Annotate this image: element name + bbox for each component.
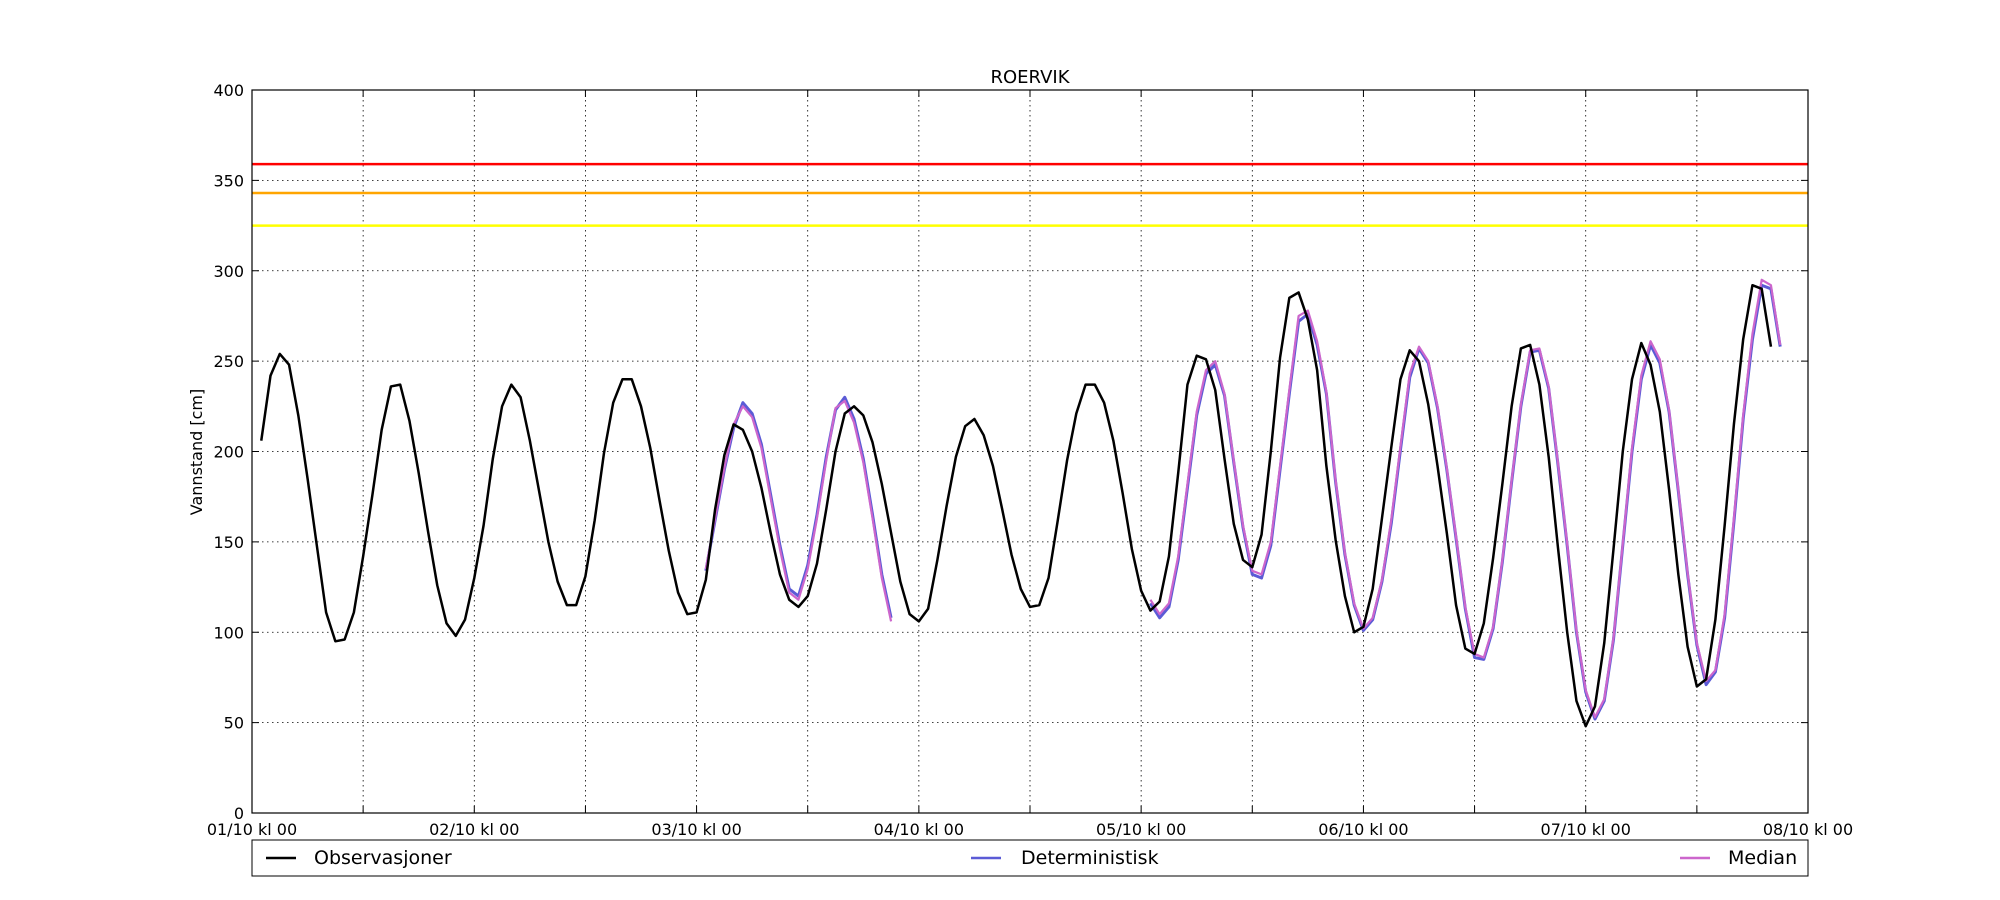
x-tick-label: 06/10 kl 00 bbox=[1318, 820, 1408, 839]
y-tick-label: 50 bbox=[224, 714, 244, 733]
grid-lines bbox=[252, 90, 1808, 813]
series-line-median bbox=[704, 278, 1782, 719]
x-tick-label: 03/10 kl 00 bbox=[651, 820, 741, 839]
x-tick-label: 08/10 kl 00 bbox=[1763, 820, 1853, 839]
x-tick-label: 01/10 kl 00 bbox=[207, 820, 297, 839]
y-tick-label: 400 bbox=[213, 81, 244, 100]
y-tick-label: 200 bbox=[213, 443, 244, 462]
threshold-lines bbox=[252, 162, 1808, 227]
series-lines bbox=[260, 278, 1782, 728]
chart-title: ROERVIK bbox=[991, 67, 1071, 88]
y-tick-label: 300 bbox=[213, 262, 244, 281]
y-axis-label: Vannstand [cm] bbox=[187, 389, 206, 515]
y-tick-label: 100 bbox=[213, 623, 244, 642]
y-tick-label: 250 bbox=[213, 352, 244, 371]
series-line-observasjoner bbox=[260, 283, 1773, 728]
y-tick-label: 150 bbox=[213, 533, 244, 552]
x-tick-label: 05/10 kl 00 bbox=[1096, 820, 1186, 839]
legend-label: Median bbox=[1728, 847, 1797, 869]
legend-frame bbox=[251, 839, 1809, 877]
legend-label: Observasjoner bbox=[314, 847, 452, 869]
legend-label: Deterministisk bbox=[1021, 847, 1159, 869]
y-tick-label: 0 bbox=[234, 804, 244, 823]
x-axis-ticks: 01/10 kl 00 02/10 kl 00 03/10 kl 00 04/10 k… bbox=[207, 90, 1853, 839]
legend: Observasjoner Deterministisk Median bbox=[251, 839, 1809, 877]
y-axis-ticks: 0 50 100 150 200 250 300 350 400 bbox=[213, 81, 1808, 823]
y-tick-label: 350 bbox=[213, 171, 244, 190]
x-tick-label: 02/10 kl 00 bbox=[429, 820, 519, 839]
x-tick-label: 07/10 kl 00 bbox=[1541, 820, 1631, 839]
x-tick-label: 04/10 kl 00 bbox=[874, 820, 964, 839]
